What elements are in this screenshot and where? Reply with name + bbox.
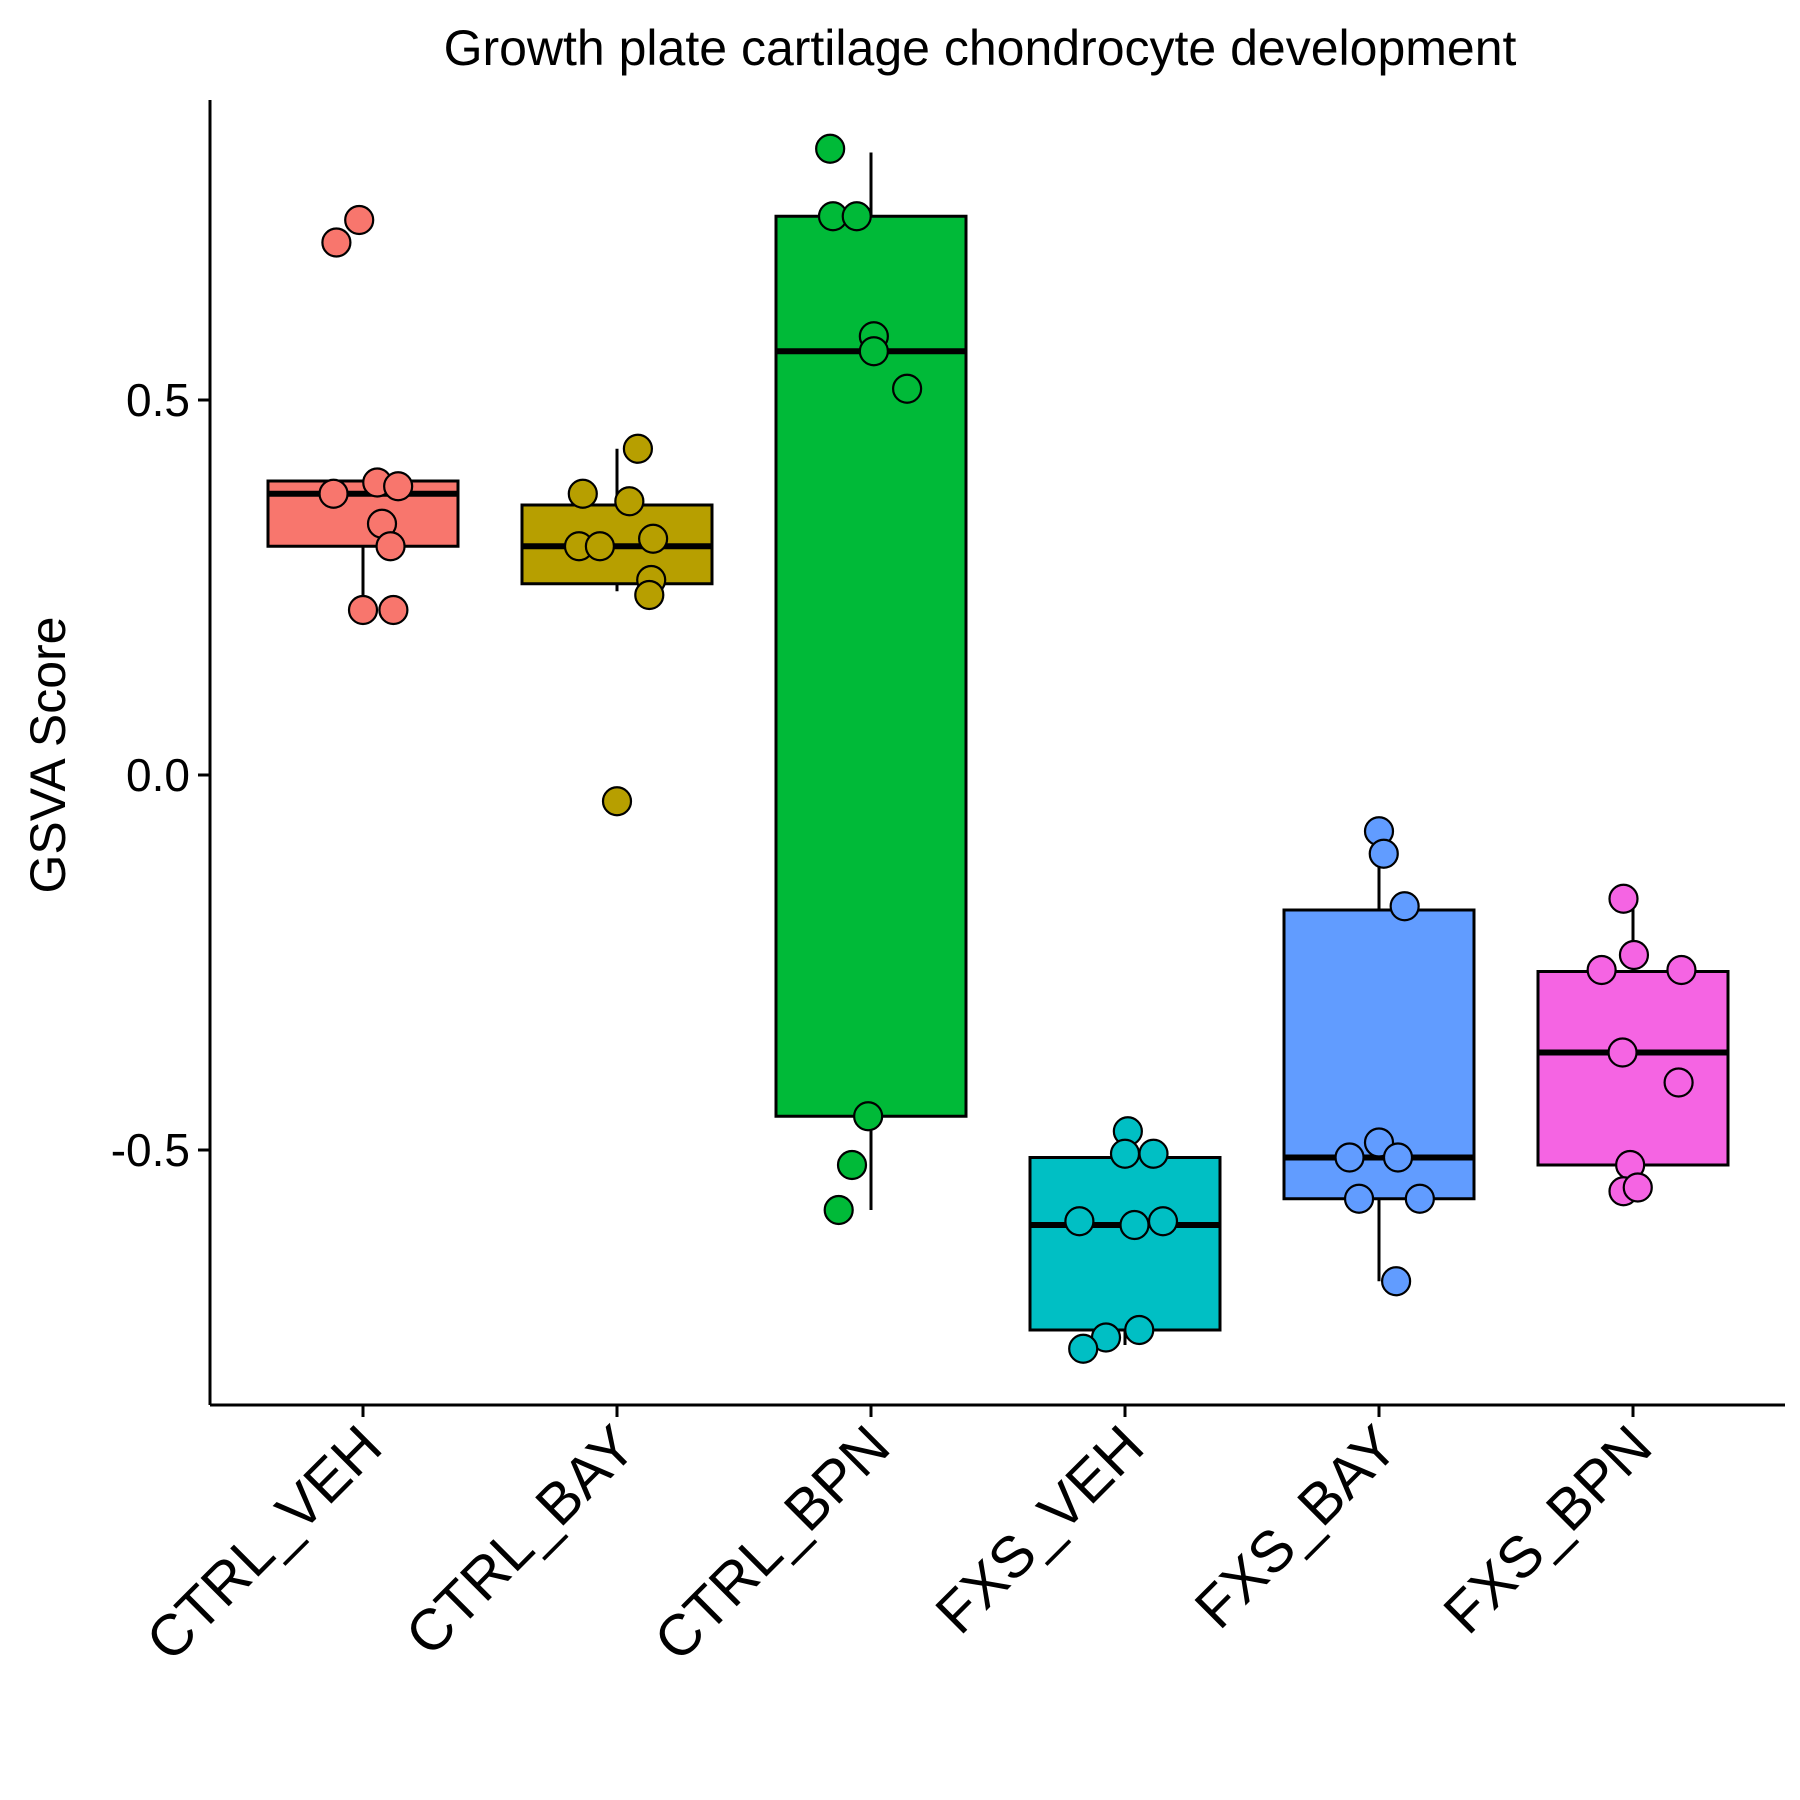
data-point [1368, 838, 1399, 869]
data-point [567, 478, 598, 509]
data-point [1607, 1037, 1638, 1068]
data-point [622, 433, 654, 464]
data-point [1343, 1183, 1375, 1214]
y-tick-label: -0.5 [111, 1124, 190, 1176]
data-point [344, 204, 375, 236]
x-tick-label: CTRL_BAY [393, 1413, 648, 1668]
y-tick-label: 0.5 [126, 374, 190, 426]
data-point [1586, 954, 1617, 986]
x-tick-label: FXS_VEH [923, 1413, 1156, 1646]
box-group [266, 204, 460, 626]
data-point [1147, 1206, 1179, 1237]
box [1536, 970, 1730, 1167]
data-point [1608, 883, 1639, 914]
data-point [378, 594, 409, 626]
x-tick-label: FXS_BPN [1431, 1413, 1664, 1646]
data-point [1663, 1067, 1694, 1098]
x-tick-label: CTRL_VEH [134, 1413, 394, 1673]
data-point [841, 201, 872, 232]
data-point [1068, 1333, 1099, 1364]
data-point [637, 523, 669, 554]
data-point [1119, 1209, 1150, 1241]
data-point [836, 1149, 868, 1181]
box-group [774, 133, 968, 1226]
x-tick-label: CTRL_BPN [642, 1413, 902, 1673]
data-point [375, 531, 406, 562]
y-tick-label: 0.0 [126, 749, 190, 801]
y-axis-title: GSVA Score [20, 617, 76, 894]
data-point [318, 478, 349, 509]
data-point [584, 531, 616, 562]
box-group [1536, 883, 1730, 1207]
data-point [1064, 1206, 1095, 1237]
data-point [1382, 1142, 1414, 1173]
data-point [1618, 939, 1650, 971]
data-point [1138, 1138, 1169, 1169]
data-point [347, 594, 379, 626]
data-point [1124, 1314, 1155, 1346]
box-group [1282, 816, 1476, 1297]
data-point [1380, 1266, 1412, 1297]
data-point [1404, 1183, 1435, 1214]
chart-title: Growth plate cartilage chondrocyte devel… [444, 20, 1517, 76]
box [774, 214, 968, 1118]
data-point [891, 373, 923, 404]
data-point [823, 1194, 854, 1226]
data-point [383, 471, 414, 502]
data-point [1389, 891, 1420, 922]
data-point [1334, 1142, 1365, 1173]
data-point [858, 336, 889, 367]
x-tick-label: FXS_BAY [1183, 1413, 1411, 1641]
box [1028, 1156, 1222, 1332]
data-point [601, 786, 633, 817]
data-point [1666, 954, 1697, 986]
data-point [614, 486, 645, 517]
data-point [321, 227, 352, 258]
box-group [1028, 1116, 1222, 1364]
data-point [853, 1101, 884, 1132]
data-point [634, 579, 665, 611]
data-point [1109, 1138, 1141, 1169]
data-point [1622, 1172, 1653, 1203]
data-point [815, 133, 846, 164]
box-group [520, 433, 714, 817]
